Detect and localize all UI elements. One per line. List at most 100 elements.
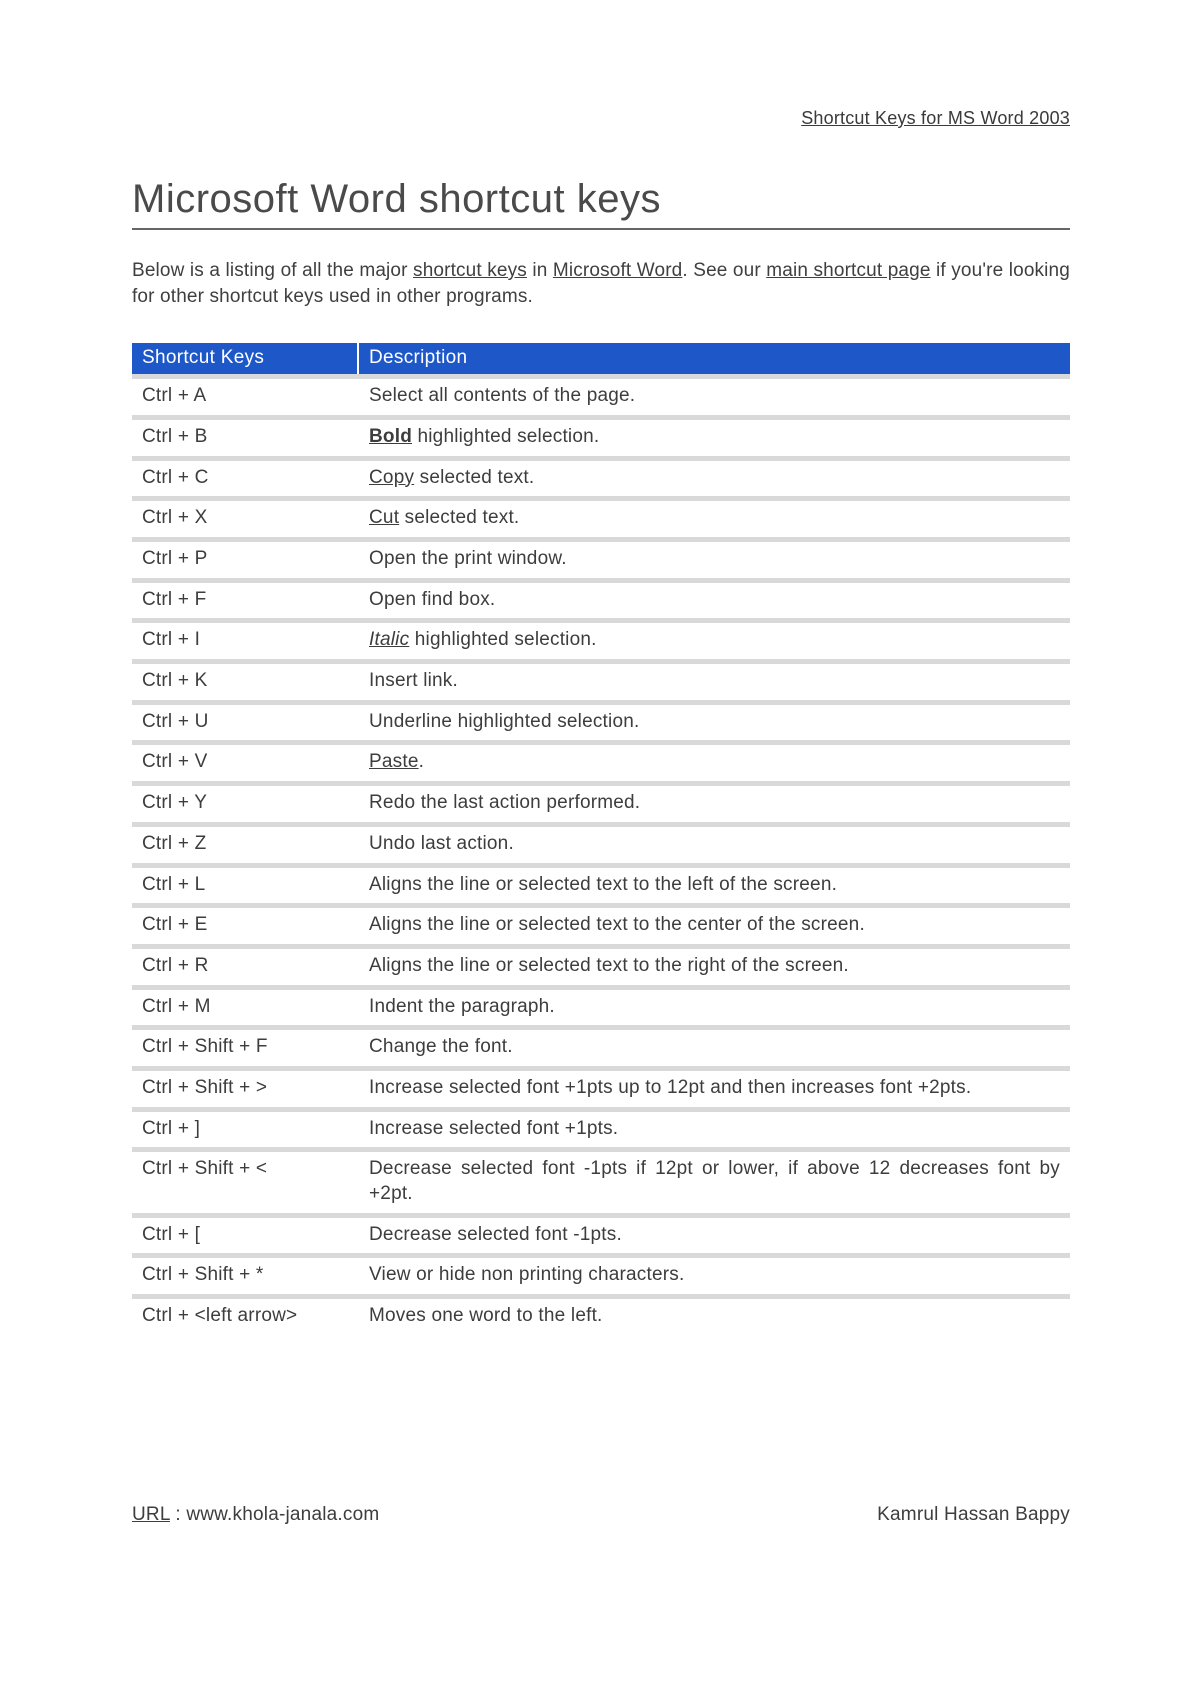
table-row: Ctrl + CCopy selected text. <box>132 461 1070 497</box>
table-row: Ctrl + MIndent the paragraph. <box>132 990 1070 1026</box>
description-cell: Cut selected text. <box>359 501 1070 537</box>
description-cell: Italic highlighted selection. <box>359 623 1070 659</box>
table-row: Ctrl + <left arrow>Moves one word to the… <box>132 1299 1070 1335</box>
shortcut-key-cell: Ctrl + R <box>132 949 359 985</box>
description-link[interactable]: Paste <box>369 751 419 772</box>
shortcut-key-cell: Ctrl + Shift + < <box>132 1152 359 1212</box>
description-cell: Increase selected font +1pts. <box>359 1112 1070 1148</box>
table-row: Ctrl + BBold highlighted selection. <box>132 420 1070 456</box>
description-cell: Open find box. <box>359 583 1070 619</box>
column-header-shortcut-keys: Shortcut Keys <box>132 343 359 374</box>
table-row: Ctrl + RAligns the line or selected text… <box>132 949 1070 985</box>
intro-text: Below is a listing of all the major <box>132 260 413 281</box>
description-cell: View or hide non printing characters. <box>359 1258 1070 1294</box>
table-row: Ctrl + XCut selected text. <box>132 501 1070 537</box>
description-link[interactable]: Copy <box>369 467 414 488</box>
table-header-row: Shortcut Keys Description <box>132 343 1070 374</box>
description-cell: Increase selected font +1pts up to 12pt … <box>359 1071 1070 1107</box>
description-text: highlighted selection. <box>409 629 596 650</box>
description-cell: Aligns the line or selected text to the … <box>359 949 1070 985</box>
table-row: Ctrl + ]Increase selected font +1pts. <box>132 1112 1070 1148</box>
description-cell: Change the font. <box>359 1030 1070 1066</box>
shortcut-key-cell: Ctrl + Shift + * <box>132 1258 359 1294</box>
shortcut-key-cell: Ctrl + Shift + > <box>132 1071 359 1107</box>
description-text: selected text. <box>399 507 519 528</box>
intro-text: in <box>527 260 553 281</box>
intro-link-ms-word[interactable]: Microsoft Word <box>553 260 683 281</box>
shortcut-key-cell: Ctrl + A <box>132 379 359 415</box>
table-row: Ctrl + [Decrease selected font -1pts. <box>132 1218 1070 1254</box>
description-text: . <box>419 751 424 772</box>
description-cell: Indent the paragraph. <box>359 990 1070 1026</box>
table-row: Ctrl + Shift + FChange the font. <box>132 1030 1070 1066</box>
description-cell: Decrease selected font -1pts. <box>359 1218 1070 1254</box>
description-cell: Aligns the line or selected text to the … <box>359 908 1070 944</box>
shortcut-key-cell: Ctrl + Z <box>132 827 359 863</box>
intro-paragraph: Below is a listing of all the major shor… <box>132 258 1070 309</box>
intro-text: . See our <box>682 260 766 281</box>
shortcut-key-cell: Ctrl + C <box>132 461 359 497</box>
shortcut-key-cell: Ctrl + K <box>132 664 359 700</box>
page: Shortcut Keys for MS Word 2003 Microsoft… <box>0 0 1200 1335</box>
description-cell: Moves one word to the left. <box>359 1299 1070 1335</box>
table-row: Ctrl + Shift + >Increase selected font +… <box>132 1071 1070 1107</box>
description-cell: Bold highlighted selection. <box>359 420 1070 456</box>
table-row: Ctrl + EAligns the line or selected text… <box>132 908 1070 944</box>
table-body: Ctrl + ASelect all contents of the page.… <box>132 374 1070 1335</box>
description-link[interactable]: Italic <box>369 629 409 650</box>
table-row: Ctrl + POpen the print window. <box>132 542 1070 578</box>
table-row: Ctrl + ASelect all contents of the page. <box>132 379 1070 415</box>
shortcuts-table: Shortcut Keys Description Ctrl + ASelect… <box>132 343 1070 1335</box>
footer-url-label: URL <box>132 1504 170 1525</box>
shortcut-key-cell: Ctrl + E <box>132 908 359 944</box>
shortcut-key-cell: Ctrl + X <box>132 501 359 537</box>
table-row: Ctrl + YRedo the last action performed. <box>132 786 1070 822</box>
description-cell: Underline highlighted selection. <box>359 705 1070 741</box>
shortcut-key-cell: Ctrl + P <box>132 542 359 578</box>
description-cell: Open the print window. <box>359 542 1070 578</box>
shortcut-key-cell: Ctrl + L <box>132 868 359 904</box>
table-row: Ctrl + KInsert link. <box>132 664 1070 700</box>
description-cell: Paste. <box>359 745 1070 781</box>
footer-url: URL : www.khola-janala.com <box>132 1504 379 1526</box>
shortcut-key-cell: Ctrl + V <box>132 745 359 781</box>
shortcut-key-cell: Ctrl + I <box>132 623 359 659</box>
description-cell: Select all contents of the page. <box>359 379 1070 415</box>
description-cell: Decrease selected font -1pts if 12pt or … <box>359 1152 1070 1212</box>
page-footer: URL : www.khola-janala.com Kamrul Hassan… <box>132 1504 1070 1526</box>
table-row: Ctrl + UUnderline highlighted selection. <box>132 705 1070 741</box>
description-link[interactable]: Bold <box>369 426 412 447</box>
shortcut-key-cell: Ctrl + B <box>132 420 359 456</box>
shortcut-key-cell: Ctrl + Shift + F <box>132 1030 359 1066</box>
intro-link-shortcut-keys[interactable]: shortcut keys <box>413 260 527 281</box>
page-title: Microsoft Word shortcut keys <box>132 177 1070 230</box>
table-row: Ctrl + FOpen find box. <box>132 583 1070 619</box>
table-row: Ctrl + ZUndo last action. <box>132 827 1070 863</box>
description-cell: Insert link. <box>359 664 1070 700</box>
shortcut-key-cell: Ctrl + [ <box>132 1218 359 1254</box>
footer-author: Kamrul Hassan Bappy <box>877 1504 1070 1526</box>
column-header-description: Description <box>359 343 1070 374</box>
footer-url-value: www.khola-janala.com <box>186 1504 379 1525</box>
intro-link-main-shortcut-page[interactable]: main shortcut page <box>766 260 930 281</box>
description-cell: Copy selected text. <box>359 461 1070 497</box>
description-link[interactable]: Cut <box>369 507 399 528</box>
description-cell: Redo the last action performed. <box>359 786 1070 822</box>
table-row: Ctrl + Shift + *View or hide non printin… <box>132 1258 1070 1294</box>
description-text: highlighted selection. <box>412 426 599 447</box>
table-row: Ctrl + VPaste. <box>132 745 1070 781</box>
footer-url-sep: : <box>170 1504 186 1525</box>
description-text: selected text. <box>414 467 534 488</box>
description-cell: Aligns the line or selected text to the … <box>359 868 1070 904</box>
description-cell: Undo last action. <box>359 827 1070 863</box>
table-row: Ctrl + IItalic highlighted selection. <box>132 623 1070 659</box>
shortcut-key-cell: Ctrl + ] <box>132 1112 359 1148</box>
table-row: Ctrl + LAligns the line or selected text… <box>132 868 1070 904</box>
shortcut-key-cell: Ctrl + U <box>132 705 359 741</box>
shortcut-key-cell: Ctrl + M <box>132 990 359 1026</box>
header-top-right: Shortcut Keys for MS Word 2003 <box>132 108 1070 129</box>
shortcut-key-cell: Ctrl + F <box>132 583 359 619</box>
shortcut-key-cell: Ctrl + Y <box>132 786 359 822</box>
shortcut-key-cell: Ctrl + <left arrow> <box>132 1299 359 1335</box>
table-row: Ctrl + Shift + <Decrease selected font -… <box>132 1152 1070 1212</box>
